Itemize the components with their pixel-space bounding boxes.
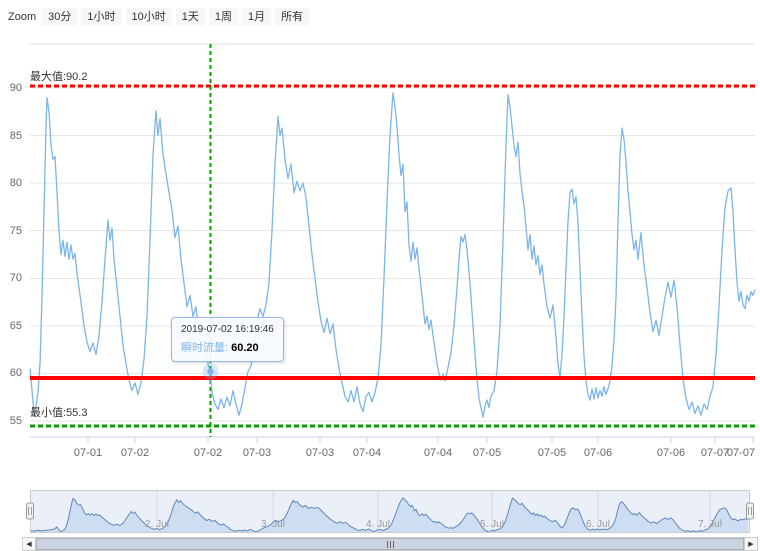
x-axis-label: 07-0413:41 xyxy=(423,447,453,459)
range-button-1h[interactable]: 1小时 xyxy=(81,8,122,26)
navigator-day-label: 5. Jul xyxy=(480,519,504,530)
range-selector: Zoom 30分 1小时 10小时 1天 1周 1月 所有 xyxy=(8,8,310,26)
range-button-1d[interactable]: 1天 xyxy=(175,8,205,26)
y-axis-label: 75 xyxy=(9,224,22,237)
x-axis-label: 07-0200:00 xyxy=(120,447,150,459)
right-arrow-icon: ▶ xyxy=(748,540,754,548)
navigator-handle-right[interactable] xyxy=(746,502,754,520)
x-axis-label: 07-0514:20 xyxy=(537,447,567,459)
tooltip-value: 60.20 xyxy=(231,342,259,354)
navigator-day-label: 2. Jul xyxy=(145,519,169,530)
y-axis-label: 55 xyxy=(9,415,22,427)
x-axis-label: 07-0313:41 xyxy=(305,447,335,459)
navigator-day-label: 6. Jul xyxy=(586,519,610,530)
range-button-10h[interactable]: 10小时 xyxy=(125,8,172,26)
y-axis-label: 80 xyxy=(9,177,22,190)
x-axis-label: 07-0700:00 xyxy=(700,447,730,459)
scrollbar-track[interactable] xyxy=(36,537,744,551)
range-buttons-group: 30分 1小时 10小时 1天 1周 1月 所有 xyxy=(42,8,310,26)
y-axis-label: 85 xyxy=(9,129,22,142)
tooltip: 2019-07-02 16:19:46 瞬时流量: 60.20 xyxy=(171,317,284,362)
series-line xyxy=(29,92,756,418)
x-axis-label: 07-0500:00 xyxy=(472,447,502,459)
navigator-day-label: 4. Jul xyxy=(366,519,390,530)
navigator-mask xyxy=(30,490,750,533)
point-marker xyxy=(207,368,214,375)
x-axis-label: 07-0114:40 xyxy=(73,447,103,459)
x-axis-label: 07-0400:00 xyxy=(352,447,382,459)
navigator-series-area xyxy=(30,498,748,533)
range-button-1mo[interactable]: 1月 xyxy=(242,8,272,26)
tooltip-separator: : xyxy=(225,342,229,354)
scrollbar-grip-icon xyxy=(386,540,388,548)
range-button-all[interactable]: 所有 xyxy=(275,8,310,26)
navigator-day-label: 7. Jul xyxy=(698,519,722,530)
y-axis-label: 90 xyxy=(9,82,22,94)
tooltip-row: 瞬时流量: 60.20 xyxy=(181,339,274,355)
tooltip-series-name: 瞬时流量 xyxy=(181,342,225,354)
range-button-30m[interactable]: 30分 xyxy=(42,8,78,26)
scrollbar-thumb[interactable] xyxy=(36,538,744,550)
min-value-label: 最小值:55.3 xyxy=(30,407,88,419)
y-axis-label: 65 xyxy=(9,319,22,332)
x-axis-label: 07-0300:00 xyxy=(242,447,272,459)
x-axis-label: 07-0600:00 xyxy=(583,447,613,459)
max-value-label: 最大值:90.2 xyxy=(30,71,88,83)
range-button-1w[interactable]: 1周 xyxy=(208,8,238,26)
scrollbar-grip-icon xyxy=(389,540,391,548)
x-axis-label: 07-0710:39 xyxy=(726,447,756,459)
scrollbar-left-button[interactable]: ◀ xyxy=(22,537,36,551)
navigator-series-line xyxy=(29,497,749,533)
scrollbar-grip-icon xyxy=(392,540,394,548)
left-arrow-icon: ◀ xyxy=(26,540,32,548)
navigator-day-label: 3. Jul xyxy=(261,519,285,530)
y-axis-label: 60 xyxy=(9,367,22,380)
x-axis-label: 07-0614:00 xyxy=(656,447,686,459)
y-axis-label: 70 xyxy=(9,272,22,285)
navigator-handle-left[interactable] xyxy=(26,502,34,520)
tooltip-datetime: 2019-07-02 16:19:46 xyxy=(181,324,274,335)
x-axis-label: 07-0214:41 xyxy=(193,447,223,459)
scrollbar-right-button[interactable]: ▶ xyxy=(744,537,758,551)
zoom-label: Zoom xyxy=(8,11,37,23)
